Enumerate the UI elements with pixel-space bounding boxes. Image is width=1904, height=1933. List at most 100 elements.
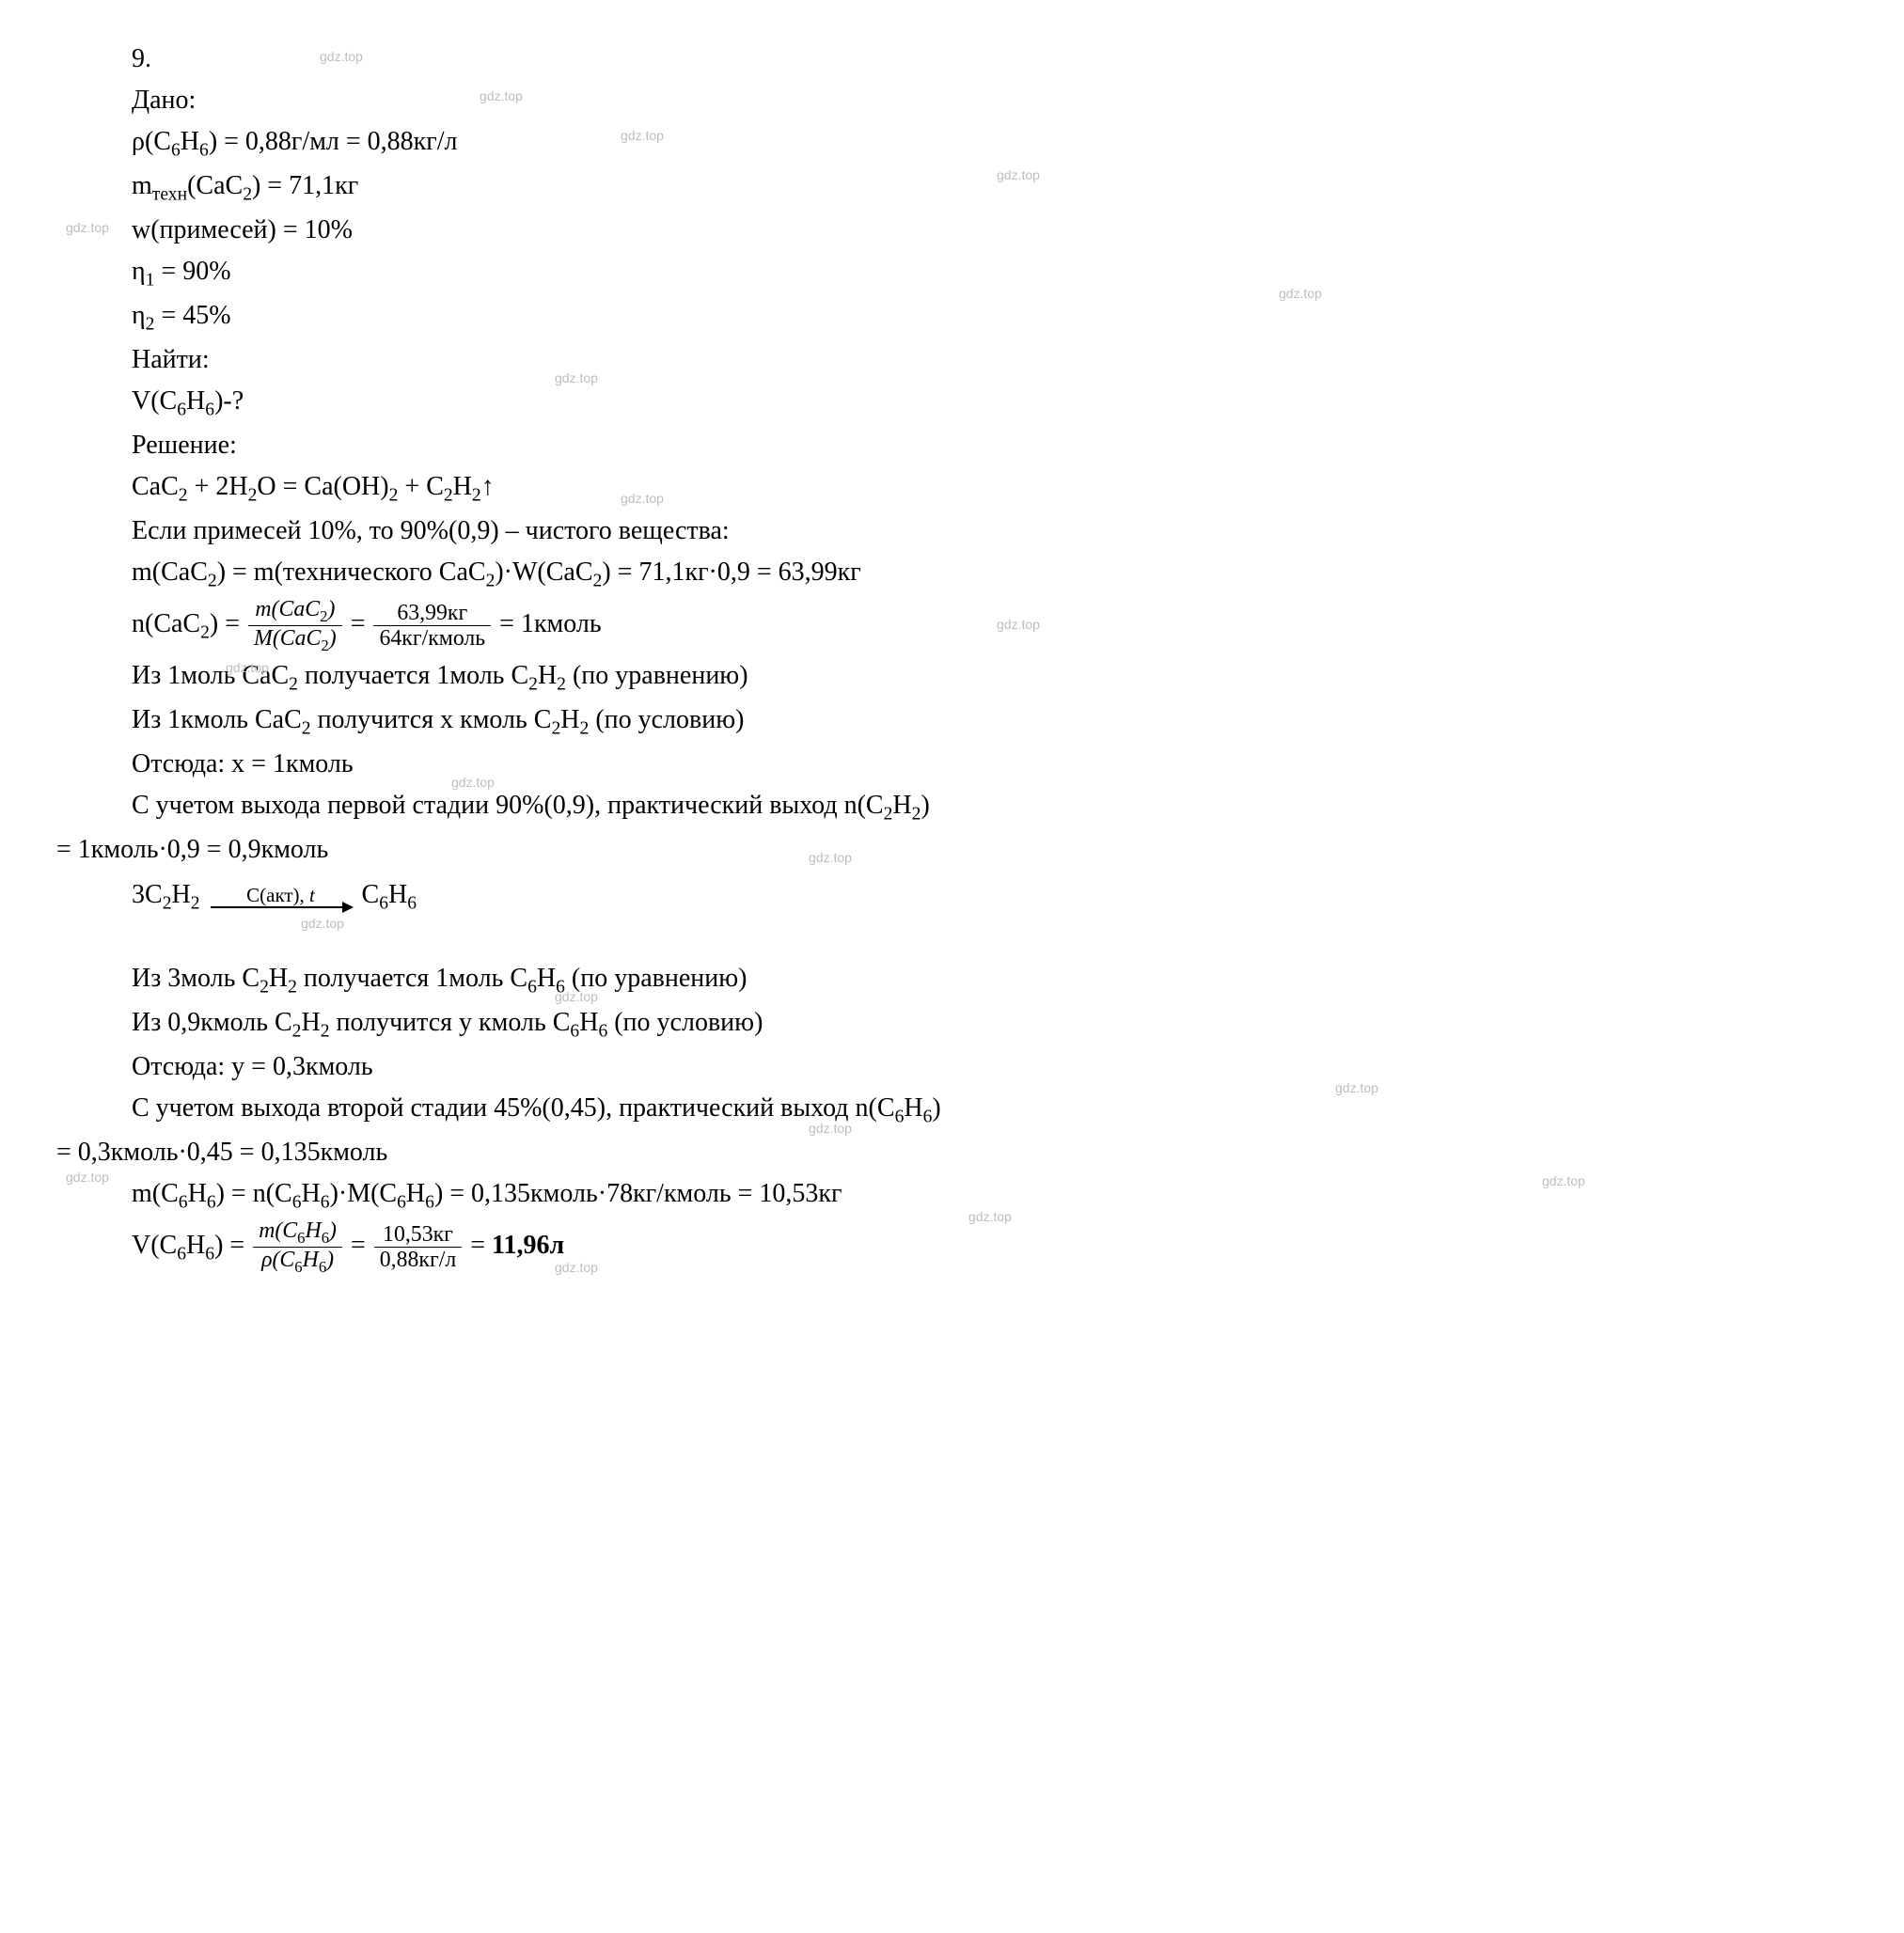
text: H [388, 880, 407, 909]
given-line-4: η1 = 90% [56, 252, 1843, 294]
text: (по условию) [607, 1008, 763, 1037]
text: ) = [210, 609, 246, 638]
text: 63,99кг [373, 601, 491, 626]
text: η [132, 257, 146, 286]
solution-document: 9. Дано: ρ(C6H6) = 0,88г/мл = 0,88кг/л m… [56, 39, 1843, 1276]
sub: 6 [199, 141, 209, 161]
text: = 90% [154, 257, 230, 286]
text: ↑ [481, 472, 495, 501]
sub: 6 [205, 1244, 214, 1264]
text: (CaC [187, 171, 243, 200]
text: ) = [214, 1231, 251, 1260]
text: H [560, 705, 579, 734]
text: С учетом выхода первой стадии 90%(0,9), … [132, 791, 884, 820]
equation-1: CaC2 + 2H2O = Ca(OH)2 + C2H2↑ [56, 467, 1843, 510]
text: Из 1кмоль CaC [132, 705, 302, 734]
text: ) = 0,88г/мл = 0,88кг/л [209, 127, 458, 156]
sub: 2 [444, 486, 453, 506]
sub: 6 [407, 894, 417, 914]
sub: 2 [580, 719, 590, 739]
text: C [362, 880, 380, 909]
sub: 2 [179, 486, 188, 506]
sub: 6 [177, 401, 186, 420]
text: ) = 71,1кг·0,9 = 63,99кг [602, 558, 860, 587]
text: H [186, 1231, 205, 1260]
sub: 6 [570, 1022, 579, 1042]
sub: 2 [884, 805, 893, 825]
text: )·W(CaC [495, 558, 592, 587]
solution-line-3: m(CaC2) = m(технического CaC2)·W(CaC2) =… [56, 553, 1843, 595]
solution-line-13b: = 0,3кмоль·0,45 = 0,135кмоль [56, 1133, 1843, 1172]
sub: 6 [527, 978, 537, 998]
text: (по уравнению) [566, 661, 748, 690]
sub: 2 [163, 894, 172, 914]
text: m(CaC2) [255, 597, 335, 621]
text: ) = n(C [216, 1179, 292, 1208]
text: H [904, 1093, 922, 1123]
solution-line-12: Отсюда: у = 0,3кмоль [56, 1047, 1843, 1087]
text: H [186, 386, 205, 416]
text: ) [932, 1093, 940, 1123]
text: (по уравнению) [565, 964, 747, 993]
text: )-? [214, 386, 244, 416]
text: ) = m(технического CaC [217, 558, 486, 587]
text: m(CaC [132, 558, 208, 587]
text: (по условию) [589, 705, 744, 734]
text: O = Ca(OH) [257, 472, 388, 501]
sub: 6 [205, 401, 214, 420]
text: = [351, 609, 372, 638]
solution-line-8a: С учетом выхода первой стадии 90%(0,9), … [56, 786, 1843, 828]
text: ) = 0,135кмоль·78кг/кмоль = 10,53кг [434, 1179, 842, 1208]
sub: 6 [171, 141, 181, 161]
sub: 2 [551, 719, 560, 739]
text: H [302, 1179, 321, 1208]
text: H [537, 964, 556, 993]
text: V(C [132, 1231, 177, 1260]
text: m(C6H6) [259, 1218, 337, 1243]
solution-line-8b: = 1кмоль·0,9 = 0,9кмоль [56, 830, 1843, 870]
text: η [132, 301, 146, 330]
sub: 2 [248, 486, 258, 506]
given-line-5: η2 = 45% [56, 296, 1843, 338]
text: получается 1моль C [297, 964, 527, 993]
solution-line-6: Из 1кмоль CaC2 получится х кмоль C2H2 (п… [56, 700, 1843, 743]
solution-line-15: V(C6H6) = m(C6H6) ρ(C6H6) = 10,53кг 0,88… [56, 1218, 1843, 1276]
fraction-3: m(C6H6) ρ(C6H6) [253, 1218, 342, 1276]
text: H [181, 127, 199, 156]
solution-line-2: Если примесей 10%, то 90%(0,9) – чистого… [56, 511, 1843, 551]
final-answer: 11,96л [492, 1231, 564, 1260]
text: ρ(C [132, 127, 171, 156]
sub: 6 [397, 1193, 406, 1213]
text: H [188, 1179, 207, 1208]
text: Из 0,9кмоль C [132, 1008, 292, 1037]
text: H [406, 1179, 425, 1208]
text: M(CaC2) [254, 626, 337, 651]
sub: 2 [200, 622, 210, 642]
given-line-2: mтехн(CaC2) = 71,1кг [56, 166, 1843, 209]
text: H [453, 472, 472, 501]
sub: 2 [289, 675, 298, 695]
sub: 6 [598, 1022, 607, 1042]
solution-line-13a: С учетом выхода второй стадии 45%(0,45),… [56, 1089, 1843, 1131]
text: n(CaC [132, 609, 200, 638]
sub: 6 [292, 1193, 302, 1213]
text: С учетом выхода второй стадии 45%(0,45),… [132, 1093, 895, 1123]
text: H [892, 791, 911, 820]
sub: 6 [207, 1193, 216, 1213]
text: Н [538, 661, 557, 690]
text: H [579, 1008, 598, 1037]
fraction-2: 63,99кг 64кг/кмоль [373, 601, 491, 651]
text: получается 1моль С [298, 661, 528, 690]
sub: 6 [179, 1193, 188, 1213]
sub: 6 [895, 1108, 905, 1127]
sub: 2 [208, 572, 217, 591]
text: m(C [132, 1179, 179, 1208]
text: CaC [132, 472, 179, 501]
sub: 2 [321, 1022, 330, 1042]
given-label: Дано: [56, 81, 1843, 120]
text: 3C [132, 880, 163, 909]
text: получится у кмоль C [329, 1008, 570, 1037]
sub: 6 [321, 1193, 330, 1213]
equation-2: 3C2H2 C(акт), t C6H6 [56, 875, 1843, 918]
fraction-4: 10,53кг 0,88кг/л [374, 1222, 462, 1272]
